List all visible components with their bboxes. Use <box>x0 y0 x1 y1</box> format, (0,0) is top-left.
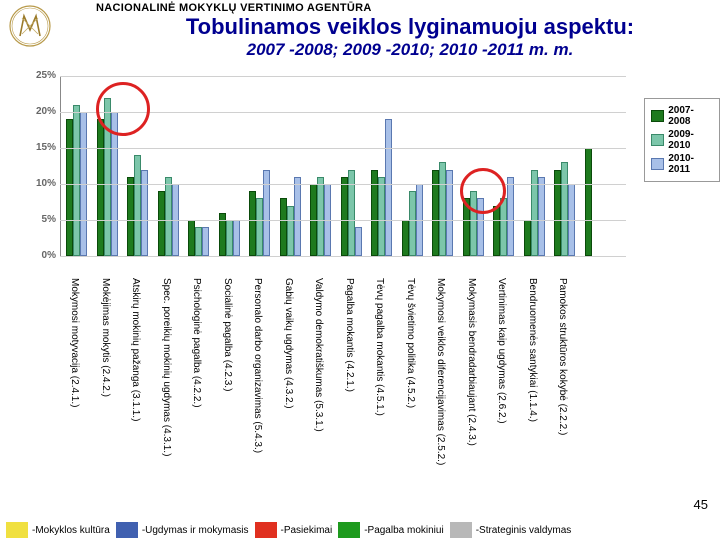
legend-label: 2007-2008 <box>668 105 713 127</box>
x-axis-label: Socialinė pagalba (4.2.3.) <box>222 278 233 428</box>
x-axis-label: Atskirų mokinių pažanga (3.1.1.) <box>130 278 141 428</box>
category-label: -Pagalba mokiniui <box>364 525 444 536</box>
bar <box>317 177 324 256</box>
bar <box>233 220 240 256</box>
y-tick-label: 25% <box>26 70 56 81</box>
bar <box>409 191 416 256</box>
x-axis-labels: Mokymosi motyvacija (2.4.1.) Mokėjimas mo… <box>60 278 626 488</box>
x-axis-label: Mokymosi motyvacija (2.4.1.) <box>69 278 80 428</box>
bar <box>249 191 256 256</box>
x-axis-label: Personalo darbo organizavimas (5.4.3.) <box>252 278 263 428</box>
category-swatch <box>255 522 277 538</box>
legend-row: 2007-2008 <box>651 105 713 127</box>
x-axis-label: Pamokos struktūros kokybė (2.2.2.) <box>557 278 568 428</box>
x-axis-label: Tėvų pagalba mokantis (4.5.1.) <box>374 278 385 428</box>
x-axis-label: Bendruomenės santykiai (1.1.4.) <box>527 278 538 428</box>
y-tick-label: 5% <box>26 214 56 225</box>
grid-line <box>60 220 626 221</box>
x-axis-label: Mokėjimas mokytis (2.4.2.) <box>100 278 111 428</box>
x-axis-label: Gabių vaikų ugdymas (4.3.2.) <box>283 278 294 428</box>
bar <box>256 198 263 256</box>
bar <box>97 119 104 256</box>
category-label: -Pasiekimai <box>281 525 333 536</box>
bar <box>294 177 301 256</box>
highlight-circle <box>96 82 150 136</box>
x-axis-label: Tėvų švietimo politika (4.5.2.) <box>405 278 416 428</box>
bar <box>158 191 165 256</box>
legend-swatch <box>651 110 664 122</box>
bar <box>378 177 385 256</box>
x-axis-label: Valdymo demokratiškumas (5.3.1.) <box>313 278 324 428</box>
x-axis-label: Vertinimas kaip ugdymas (2.6.2.) <box>496 278 507 428</box>
category-label: -Mokyklos kultūra <box>32 525 110 536</box>
bar <box>134 155 141 256</box>
bar <box>226 220 233 256</box>
grid-line <box>60 148 626 149</box>
bar <box>432 170 439 256</box>
bar <box>385 119 392 256</box>
bar <box>561 162 568 256</box>
category-legend: -Mokyklos kultūra -Ugdymas ir mokymasis -P… <box>0 520 720 540</box>
legend-row: 2009-2010 <box>651 129 713 151</box>
agency-name: NACIONALINĖ MOKYKLŲ VERTINIMO AGENTŪRA <box>96 2 372 14</box>
bar <box>554 170 561 256</box>
bar <box>280 198 287 256</box>
series-legend: 2007-20082009-20102010-2011 <box>644 98 720 182</box>
bar <box>439 162 446 256</box>
bar <box>446 170 453 256</box>
x-axis-label: Mokymasis bendradarbiaujant (2.4.3.) <box>466 278 477 428</box>
y-tick-label: 10% <box>26 178 56 189</box>
bar <box>263 170 270 256</box>
bar <box>348 170 355 256</box>
y-tick-label: 20% <box>26 106 56 117</box>
bar <box>165 177 172 256</box>
bar <box>371 170 378 256</box>
bar <box>585 148 592 256</box>
category-swatch <box>450 522 472 538</box>
slide-subtitle: 2007 -2008; 2009 -2010; 2010 -2011 m. m. <box>120 40 700 60</box>
x-axis-label: Pagalba mokantis (4.2.1.) <box>344 278 355 428</box>
bar <box>531 170 538 256</box>
category-label: -Ugdymas ir mokymasis <box>142 525 249 536</box>
bar <box>500 198 507 256</box>
x-axis-label: Spec. poreikių mokinių ugdymas (4.3.1.) <box>161 278 172 428</box>
header: NACIONALINĖ MOKYKLŲ VERTINIMO AGENTŪRA T… <box>0 0 720 62</box>
y-tick-label: 15% <box>26 142 56 153</box>
bar <box>507 177 514 256</box>
grid-line <box>60 184 626 185</box>
x-axis-label: Psichologinė pagalba (4.2.2.) <box>191 278 202 428</box>
bar <box>341 177 348 256</box>
bar <box>402 220 409 256</box>
legend-label: 2009-2010 <box>668 129 713 151</box>
legend-swatch <box>651 158 664 170</box>
y-tick-label: 0% <box>26 250 56 261</box>
bar <box>141 170 148 256</box>
highlight-circle <box>460 168 506 214</box>
bar <box>195 227 202 256</box>
category-swatch <box>116 522 138 538</box>
slide-number: 45 <box>694 497 708 512</box>
bar <box>188 220 195 256</box>
legend-label: 2010-2011 <box>668 153 713 175</box>
legend-swatch <box>651 134 664 146</box>
bar <box>493 206 500 256</box>
category-swatch <box>6 522 28 538</box>
category-swatch <box>338 522 360 538</box>
grid-line <box>60 76 626 77</box>
bar <box>127 177 134 256</box>
bar <box>524 220 531 256</box>
legend-row: 2010-2011 <box>651 153 713 175</box>
x-axis-label: Mokymosi veiklos diferencijavimas (2.5.2… <box>435 278 446 428</box>
category-label: -Strateginis valdymas <box>476 525 572 536</box>
bar <box>73 105 80 256</box>
bar <box>287 206 294 256</box>
bar <box>202 227 209 256</box>
bar <box>355 227 362 256</box>
agency-logo <box>8 4 52 48</box>
bar <box>538 177 545 256</box>
slide-title: Tobulinamos veiklos lyginamuoju aspektu: <box>120 14 700 40</box>
grid-line <box>60 256 626 257</box>
bar <box>66 119 73 256</box>
